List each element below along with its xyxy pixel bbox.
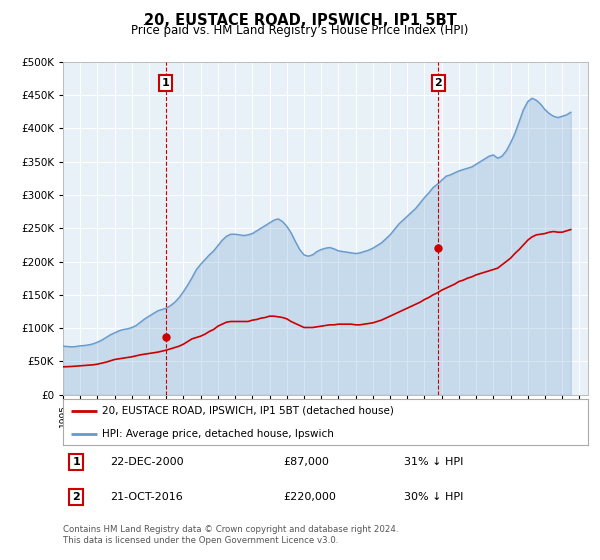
Text: 1: 1 bbox=[162, 78, 170, 88]
Text: Price paid vs. HM Land Registry’s House Price Index (HPI): Price paid vs. HM Land Registry’s House … bbox=[131, 24, 469, 36]
Text: 1: 1 bbox=[72, 457, 80, 467]
Text: 21-OCT-2016: 21-OCT-2016 bbox=[110, 492, 183, 502]
Text: £87,000: £87,000 bbox=[284, 457, 329, 467]
Text: 2: 2 bbox=[72, 492, 80, 502]
Text: 22-DEC-2000: 22-DEC-2000 bbox=[110, 457, 184, 467]
Text: 2: 2 bbox=[434, 78, 442, 88]
Text: 20, EUSTACE ROAD, IPSWICH, IP1 5BT (detached house): 20, EUSTACE ROAD, IPSWICH, IP1 5BT (deta… bbox=[103, 406, 394, 416]
Text: 20, EUSTACE ROAD, IPSWICH, IP1 5BT: 20, EUSTACE ROAD, IPSWICH, IP1 5BT bbox=[143, 13, 457, 28]
Text: Contains HM Land Registry data © Crown copyright and database right 2024.
This d: Contains HM Land Registry data © Crown c… bbox=[63, 525, 398, 545]
Text: 31% ↓ HPI: 31% ↓ HPI bbox=[404, 457, 464, 467]
Text: £220,000: £220,000 bbox=[284, 492, 337, 502]
Text: HPI: Average price, detached house, Ipswich: HPI: Average price, detached house, Ipsw… bbox=[103, 429, 334, 438]
Text: 30% ↓ HPI: 30% ↓ HPI bbox=[404, 492, 464, 502]
